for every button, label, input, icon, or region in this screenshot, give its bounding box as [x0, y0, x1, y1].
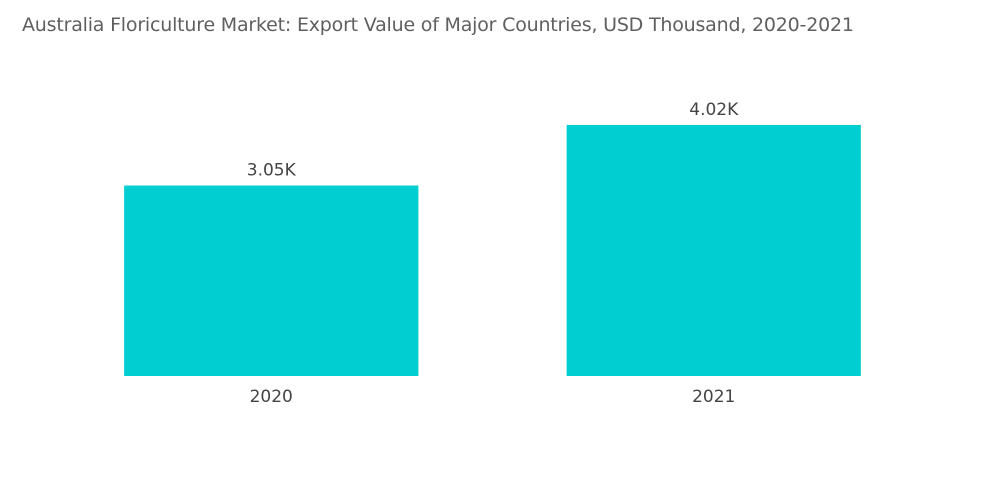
bar-2020	[124, 185, 419, 376]
x-tick-label-2021: 2021	[692, 387, 735, 407]
data-label-2020: 3.05K	[247, 161, 297, 181]
chart-title: Australia Floriculture Market: Export Va…	[22, 14, 854, 36]
data-label-2021: 4.02K	[689, 100, 739, 120]
bar-2021	[566, 124, 861, 377]
x-tick-label-2020: 2020	[250, 387, 293, 407]
